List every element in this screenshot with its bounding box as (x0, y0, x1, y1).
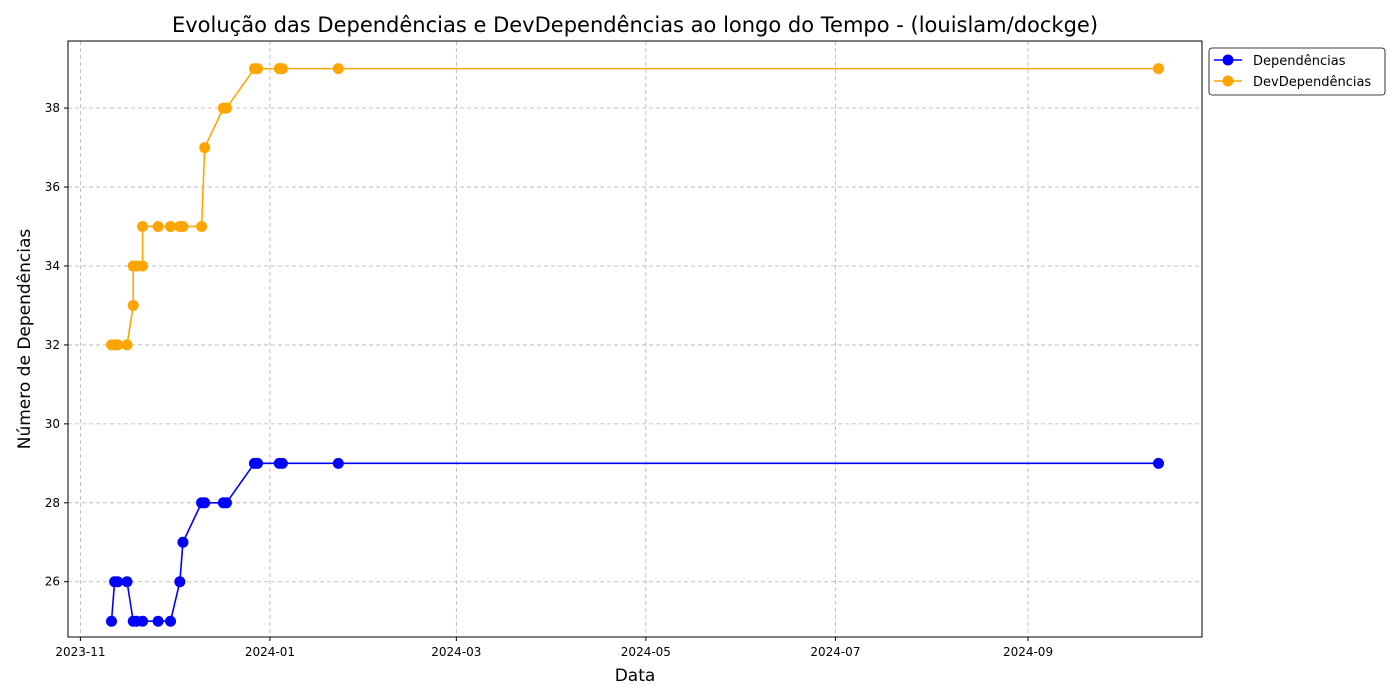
data-point (252, 63, 264, 75)
data-point (199, 142, 211, 154)
x-tick-label: 2024-07 (810, 645, 860, 659)
data-point (105, 615, 117, 627)
data-point (332, 63, 344, 75)
data-point (177, 221, 189, 233)
data-point (121, 576, 133, 588)
data-point (220, 497, 232, 509)
y-axis-label: Número de Dependências (15, 229, 35, 450)
legend: Dependências DevDependências (1208, 47, 1386, 96)
x-tick-label: 2024-05 (621, 645, 671, 659)
series-line (110, 462, 1159, 623)
y-tick-label: 38 (45, 101, 60, 115)
y-tick-label: 32 (45, 338, 60, 352)
y-tick-label: 34 (45, 259, 60, 273)
x-tick-label: 2023-11 (55, 645, 105, 659)
y-tick-label: 30 (45, 417, 60, 431)
data-point (332, 457, 344, 469)
x-tick-label: 2024-09 (1003, 645, 1053, 659)
data-point (165, 615, 177, 627)
data-point (165, 221, 177, 233)
data-point (152, 221, 164, 233)
y-tick-label: 36 (45, 180, 60, 194)
plot-series (105, 63, 1165, 627)
data-point (112, 576, 124, 588)
data-point (137, 615, 149, 627)
series-line (111, 67, 1159, 346)
data-point (252, 457, 264, 469)
axis-ticks: 2023-11 2024-01 2024-03 2024-05 2024-07 2024-… (45, 101, 1053, 659)
series-2 (105, 63, 1165, 351)
x-axis-label: Data (615, 666, 656, 686)
data-point (276, 457, 288, 469)
chart-title: Evolução das Dependências e DevDependênc… (172, 13, 1098, 37)
data-point (199, 497, 211, 509)
plot-frame (67, 40, 1203, 638)
data-point (152, 615, 164, 627)
grid (68, 41, 1202, 637)
series-1 (105, 457, 1165, 627)
data-point (137, 260, 149, 272)
y-tick-label: 28 (45, 496, 60, 510)
legend-marker (1222, 54, 1234, 66)
data-point (1153, 63, 1165, 75)
data-point (112, 339, 124, 351)
data-point (196, 221, 208, 233)
data-point (276, 63, 288, 75)
legend-label: Dependências (1253, 54, 1346, 69)
data-point (121, 339, 133, 351)
data-point (137, 221, 149, 233)
data-point (174, 576, 186, 588)
x-tick-label: 2024-01 (245, 645, 295, 659)
legend-label: DevDependências (1253, 75, 1371, 90)
y-tick-label: 26 (45, 575, 60, 589)
data-point (127, 299, 139, 311)
data-point (177, 536, 189, 548)
data-point (1153, 457, 1165, 469)
data-point (220, 102, 232, 114)
legend-marker (1222, 75, 1234, 87)
x-tick-label: 2024-03 (431, 645, 481, 659)
legend-box (1208, 47, 1386, 96)
